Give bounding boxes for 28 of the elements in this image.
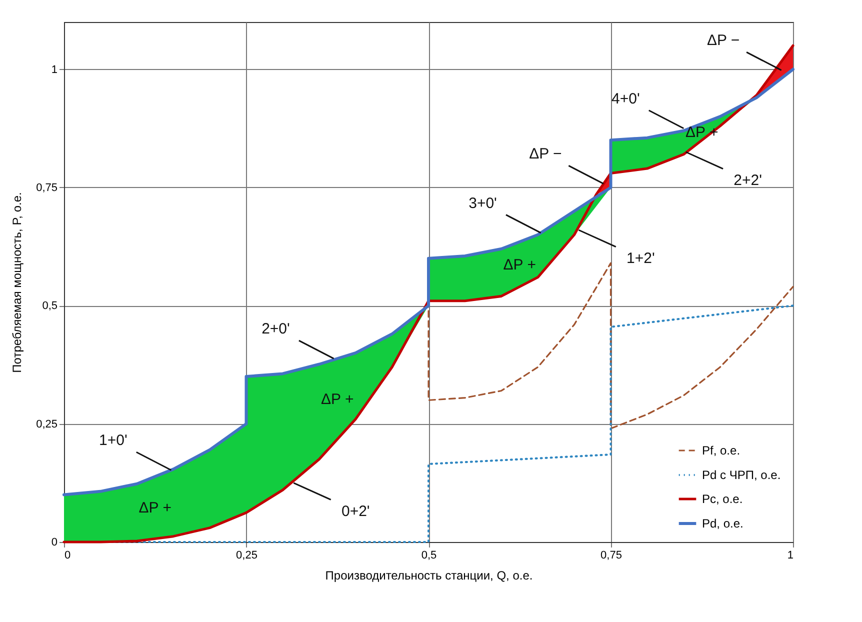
annotation: 3+0' — [468, 194, 498, 212]
y-axis-title: Потребляемая мощность, P, о.е. — [10, 192, 24, 373]
annotation: ΔP − — [529, 146, 562, 163]
annotation: 0+2' — [341, 502, 370, 520]
annotation: 2+2' — [734, 172, 762, 189]
y-tick-label: 0 — [51, 536, 58, 548]
y-tick-label: 1 — [51, 64, 58, 76]
annotation: 1+2' — [626, 250, 655, 267]
y-tick-label: 0,5 — [42, 300, 58, 312]
legend-label: Pf, о.е. — [702, 444, 740, 458]
y-tick-label: 0,25 — [36, 418, 58, 430]
x-tick-label: 0,75 — [600, 550, 622, 562]
x-tick-label: 0 — [64, 550, 71, 562]
x-tick-label: 1 — [787, 550, 794, 562]
annotation: ΔP + — [138, 500, 172, 517]
legend-label: Pd, о.е. — [702, 516, 744, 530]
annotation: ΔP + — [321, 390, 354, 408]
y-tick-label: 0,75 — [36, 182, 58, 194]
annotation: 2+0' — [262, 320, 290, 338]
x-tick-label: 0,25 — [236, 550, 258, 562]
legend-label: Pd с ЧРП, о.е. — [702, 468, 781, 482]
legend-label: Pc, о.е. — [702, 492, 743, 506]
annotation: ΔP + — [503, 256, 536, 274]
x-tick-label: 0,5 — [421, 550, 437, 562]
annotation: ΔP + — [686, 124, 718, 141]
annotation: 1+0' — [99, 432, 128, 450]
annotation: ΔP − — [706, 32, 740, 50]
x-axis-title: Производительность станции, Q, о.е. — [325, 568, 533, 582]
